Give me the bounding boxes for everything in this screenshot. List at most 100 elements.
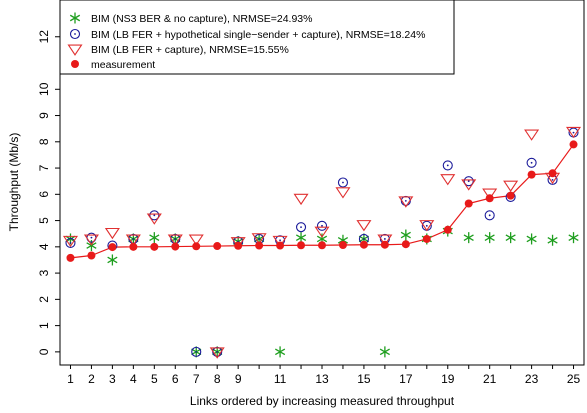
legend-marker-2	[67, 44, 83, 56]
x-tick-label-6: 6	[172, 372, 179, 386]
legend: BIM (NS3 BER & no capture), NRMSE=24.93%…	[59, 0, 455, 75]
series-2-point-20	[461, 179, 477, 191]
series-2-point-5	[146, 213, 162, 225]
series-1-point-19	[442, 160, 453, 171]
series-2-point-18	[419, 220, 435, 232]
series-3-point-12	[297, 241, 306, 250]
x-tick-label-25: 25	[567, 372, 581, 386]
series-0-point-5	[149, 232, 160, 244]
y-tick-label-2: 2	[37, 296, 51, 303]
series-2-point-23	[524, 129, 540, 141]
x-tick-label-7: 7	[193, 372, 200, 386]
legend-marker-3	[71, 60, 79, 68]
series-1-point-1-dot	[69, 241, 72, 244]
series-3-point-11	[276, 241, 285, 250]
series-1-point-10-dot	[258, 238, 261, 240]
series-1-point-8-dot	[216, 350, 219, 353]
series-2-point-12	[293, 193, 309, 206]
series-1-point-2-dot	[90, 236, 93, 239]
series-layer	[62, 126, 582, 359]
series-0-point-17	[400, 229, 411, 241]
legend-label-0: BIM (NS3 BER & no capture), NRMSE=24.93%	[91, 13, 312, 25]
series-3-point-2	[87, 251, 96, 260]
series-0-point-21-stroke-2	[484, 234, 495, 241]
series-2-point-3	[104, 227, 120, 240]
y-tick-label-3: 3	[37, 269, 51, 276]
series-3	[66, 140, 578, 262]
series-0-point-13-stroke-2	[316, 235, 328, 243]
series-0-point-22	[505, 232, 516, 244]
series-2-point-14	[335, 187, 351, 199]
series-1-point-4-dot	[132, 238, 135, 240]
series-1-point-23	[526, 157, 537, 168]
series-0-point-24-stroke-2	[547, 236, 558, 244]
series-3-point-15	[359, 240, 368, 249]
series-1-point-19-dot	[446, 164, 449, 167]
series-3-point-19	[443, 225, 452, 234]
series-1-point-13-ring	[316, 220, 328, 231]
legend-label-1: BIM (LB FER + hypothetical single−sender…	[91, 29, 425, 41]
series-2	[62, 126, 582, 359]
series-0-point-24	[547, 234, 558, 246]
series-1-point-12-dot	[300, 226, 302, 229]
series-2-point-9	[230, 237, 246, 249]
legend-label-2: BIM (LB FER + capture), NRMSE=15.55%	[91, 44, 289, 56]
x-tick-label-19: 19	[441, 372, 455, 386]
series-1-point-21-ring	[484, 210, 495, 221]
legend-marker-1	[69, 28, 81, 40]
series-1-point-18-dot	[425, 224, 428, 227]
series-1-point-14	[337, 177, 349, 188]
series-3-point-6	[171, 242, 180, 251]
series-3-point-16	[380, 240, 389, 249]
series-0-point-20	[463, 232, 474, 244]
x-tick-label-1: 1	[67, 372, 74, 386]
series-1-point-12-ring	[295, 222, 307, 233]
series-0-point-25	[568, 232, 579, 244]
series-3-point-4	[129, 242, 138, 251]
y-tick-label-8: 8	[37, 138, 51, 145]
series-3-point-25	[569, 140, 578, 149]
series-1-point-7-ring	[191, 346, 202, 357]
series-0-point-3-stroke-2	[107, 256, 118, 264]
x-tick-label-13: 13	[315, 372, 329, 386]
x-tick-label-11: 11	[274, 372, 287, 386]
series-3-point-9	[234, 241, 243, 250]
series-3-point-5	[150, 242, 159, 251]
legend-marker-1-ring	[69, 28, 81, 40]
series-1-point-14-ring	[337, 177, 349, 188]
series-3-point-14	[338, 240, 347, 249]
x-tick-label-4: 4	[130, 372, 137, 386]
series-0-point-3	[107, 254, 118, 266]
x-tick-label-2: 2	[88, 372, 95, 386]
series-1-point-7	[191, 346, 202, 357]
y-tick-label-7: 7	[37, 164, 51, 171]
series-2-point-19	[440, 174, 456, 186]
series-3-point-18	[422, 234, 431, 243]
series-3-point-20	[464, 199, 473, 208]
series-3-point-23	[527, 170, 536, 179]
series-0-point-22-stroke-2	[505, 234, 516, 241]
series-1-point-19-ring	[442, 160, 453, 171]
series-2-point-4	[125, 234, 141, 246]
series-1-point-7-dot	[195, 350, 198, 353]
series-2-point-22	[503, 180, 519, 192]
y-tick-label-12: 12	[37, 30, 51, 44]
series-2-point-25	[565, 126, 582, 139]
legend-marker-0-stroke-2	[69, 14, 81, 22]
series-3-point-10	[255, 241, 264, 250]
series-2-point-21	[482, 188, 498, 200]
x-tick-label-5: 5	[151, 372, 158, 386]
x-tick-label-3: 3	[109, 372, 116, 386]
series-1-point-20-dot	[467, 180, 470, 183]
series-3-point-22	[506, 191, 515, 200]
series-3-point-3	[108, 243, 117, 252]
series-1-point-5-ring	[149, 210, 160, 221]
series-0-point-16-stroke-2	[379, 348, 390, 356]
x-axis: 1 2 3 4 5 6 7 8 9 11 13 15 17 19 21 23 25	[67, 365, 581, 386]
series-1-point-1-ring	[65, 237, 76, 248]
series-2-point-2	[83, 234, 99, 246]
series-2-point-6	[167, 234, 183, 246]
legend-markers	[67, 12, 83, 68]
series-0-point-16	[379, 346, 390, 358]
